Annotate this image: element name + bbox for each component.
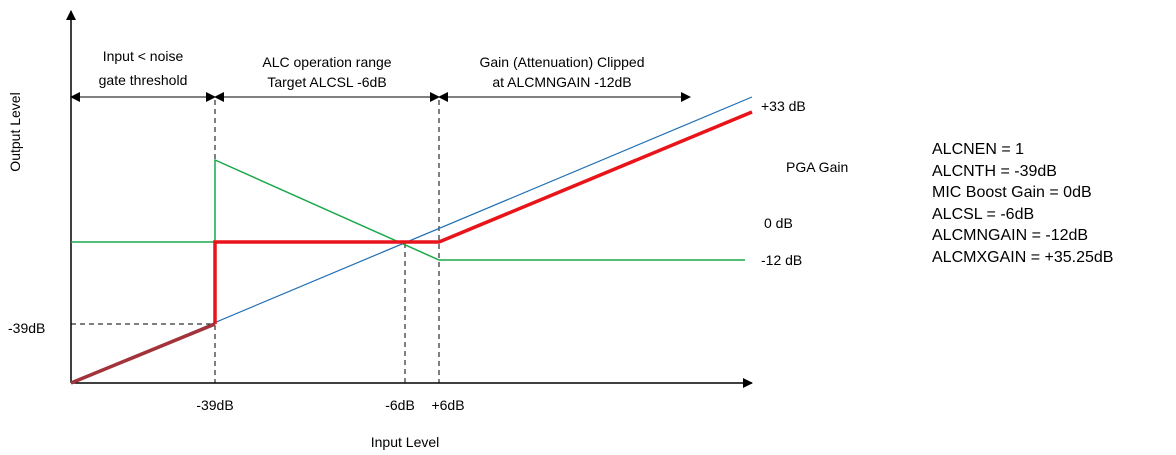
clipped-label-1: Gain (Attenuation) Clipped bbox=[480, 54, 645, 70]
alc-range-label-1: ALC operation range bbox=[262, 54, 391, 70]
alc-settings-list: ALCNEN = 1 ALCNTH = -39dB MIC Boost Gain… bbox=[932, 139, 1113, 268]
pga-gain-curve bbox=[71, 158, 745, 261]
output-curve bbox=[213, 110, 753, 324]
zero-db-label: 0 dB bbox=[764, 215, 793, 231]
x-tick-minus6: -6dB bbox=[385, 397, 415, 413]
min-gain-label: -12 dB bbox=[761, 252, 802, 268]
noise-gate-label-2: gate threshold bbox=[99, 72, 188, 88]
setting-alcsl: ALCSL = -6dB bbox=[932, 205, 1035, 223]
setting-alcnen: ALCNEN = 1 bbox=[932, 141, 1025, 158]
setting-alcmxgain: ALCMXGAIN = +35.25dB bbox=[932, 248, 1114, 266]
output-curve-below-threshold bbox=[70, 322, 216, 385]
max-output-label: +33 dB bbox=[761, 98, 806, 114]
alc-range-label-2: Target ALCSL -6dB bbox=[267, 74, 386, 90]
x-axis-title: Input Level bbox=[371, 434, 440, 450]
setting-mic-boost: MIC Boost Gain = 0dB bbox=[932, 184, 1092, 201]
setting-alcnth: ALCNTH = -39dB bbox=[932, 162, 1057, 180]
clipped-label-2: at ALCMNGAIN -12dB bbox=[492, 74, 631, 90]
y-axis-title: Output Level bbox=[7, 92, 23, 171]
x-tick-plus6: +6dB bbox=[431, 397, 464, 413]
noise-gate-label-1: Input < noise bbox=[103, 48, 184, 64]
y-tick-minus39: -39dB bbox=[8, 320, 45, 336]
x-tick-minus39: -39dB bbox=[196, 397, 233, 413]
pga-gain-label: PGA Gain bbox=[786, 159, 848, 175]
setting-alcmngain: ALCMNGAIN = -12dB bbox=[932, 227, 1089, 244]
